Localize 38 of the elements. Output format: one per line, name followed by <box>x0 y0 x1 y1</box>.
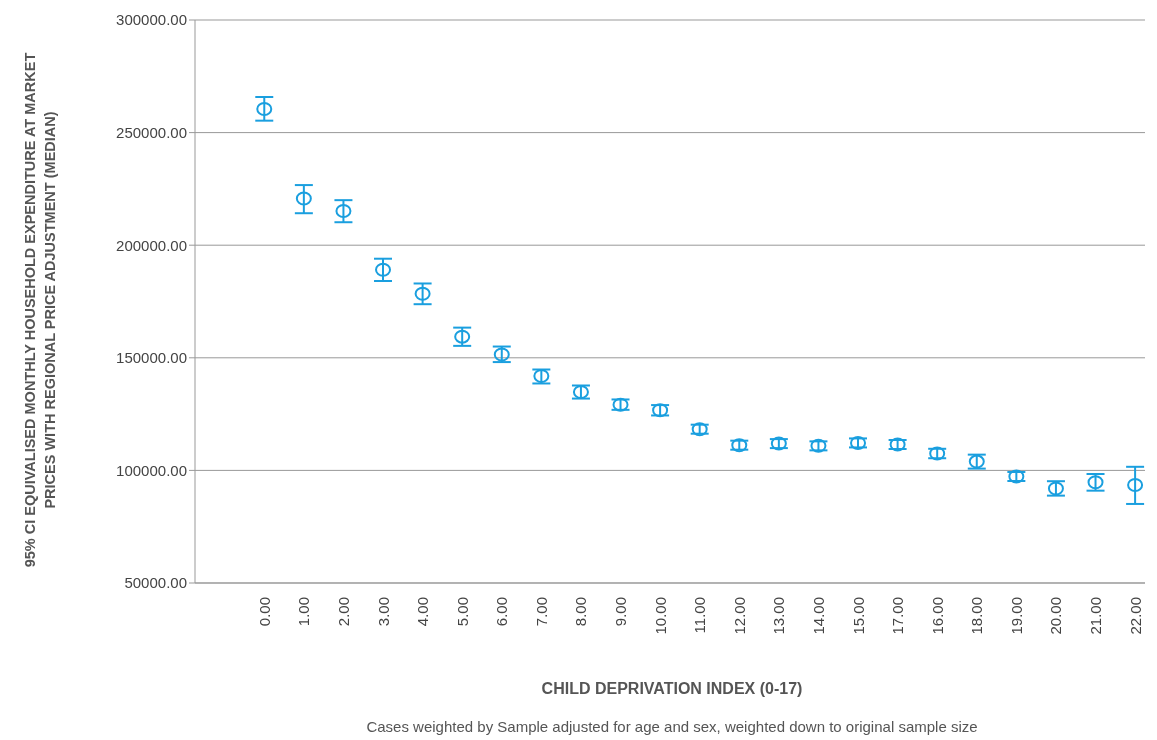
point <box>375 262 392 277</box>
x-tick-label: 19.00 <box>1007 597 1025 635</box>
x-tick-label: 9.00 <box>612 597 630 627</box>
y-tick-label: 300000.00 <box>116 11 187 29</box>
point <box>414 286 431 301</box>
y-tick-label: 150000.00 <box>116 349 187 367</box>
x-tick-label: 17.00 <box>889 597 907 635</box>
x-axis-title: CHILD DEPRIVATION INDEX (0-17) <box>540 680 804 698</box>
point <box>335 203 352 218</box>
x-tick-label: 10.00 <box>651 597 669 635</box>
x-tick-label: 20.00 <box>1047 597 1065 635</box>
x-tick-label: 22.00 <box>1126 597 1144 635</box>
x-tick-label: 15.00 <box>849 597 867 635</box>
point <box>295 191 312 206</box>
y-tick-label: 50000.00 <box>124 574 187 592</box>
y-tick-label: 100000.00 <box>116 461 187 479</box>
x-tick-label: 0.00 <box>255 597 273 627</box>
text: Cases weighted by Sample adjusted for age and sex, weighted down to original sample size <box>365 718 979 735</box>
point <box>256 101 273 116</box>
x-tick-label: 18.00 <box>968 597 986 635</box>
x-tick-label: 3.00 <box>374 597 392 627</box>
x-tick-label: 2.00 <box>334 597 352 627</box>
x-tick-label: 13.00 <box>770 597 788 635</box>
x-tick-label: 14.00 <box>809 597 827 635</box>
x-tick-label: 8.00 <box>572 597 590 627</box>
x-tick-label: 12.00 <box>730 597 748 635</box>
x-tick-label: 5.00 <box>453 597 471 627</box>
x-tick-label: 7.00 <box>532 597 550 627</box>
y-tick-label: 250000.00 <box>116 123 187 141</box>
x-tick-label: 11.00 <box>691 597 709 634</box>
y-tick-label: 200000.00 <box>116 236 187 254</box>
x-tick-label: 4.00 <box>414 597 432 627</box>
y-axis-title: 95% CI EQUIVALISED MONTHLY HOUSEHOLD EXPENDITURE AT MARKET PRICES WITH REGIONAL PRICE ADJUSTMENT (MEDIAN) <box>21 51 59 570</box>
x-tick-label: 16.00 <box>928 597 946 635</box>
x-tick-label: 21.00 <box>1087 597 1105 635</box>
point <box>1127 478 1144 493</box>
x-tick-label: 6.00 <box>493 597 511 627</box>
x-tick-label: 1.00 <box>295 597 313 627</box>
